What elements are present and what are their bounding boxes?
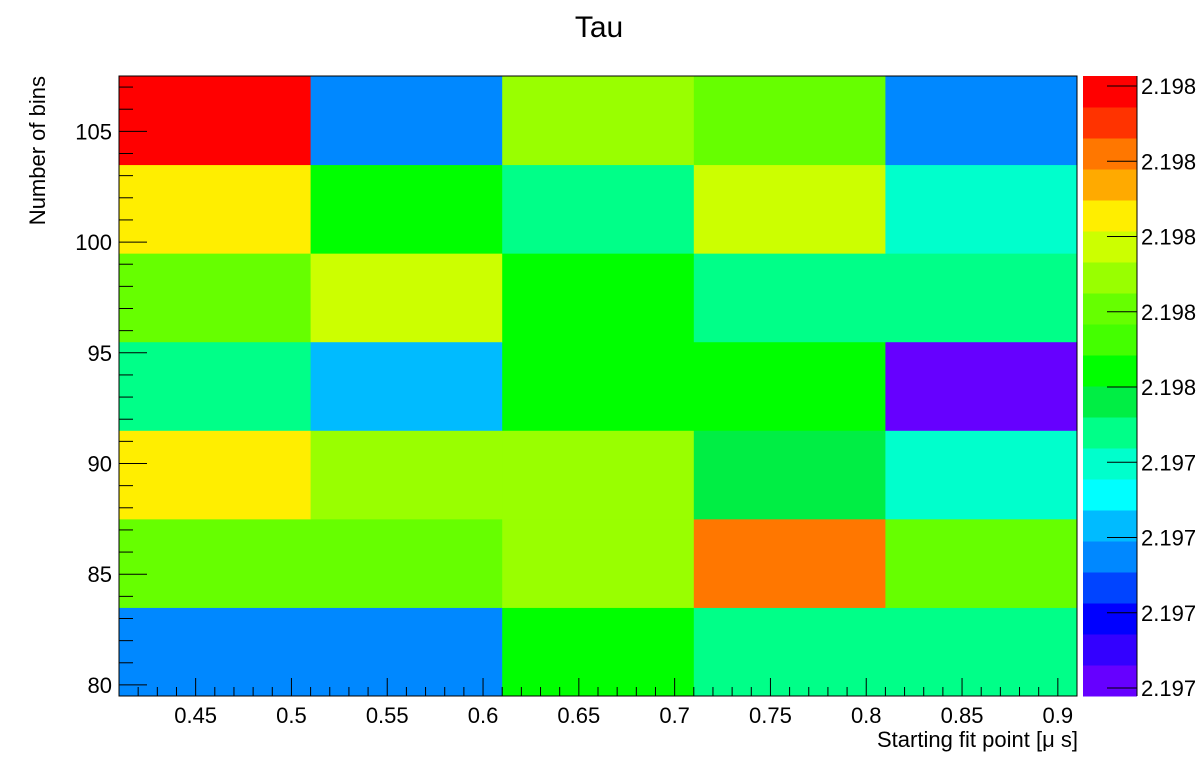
palette-swatch [1083, 603, 1137, 635]
y-axis-label: Number of bins [25, 76, 50, 225]
heatmap-cell [502, 76, 695, 166]
heatmap-cell [119, 164, 312, 254]
palette-label: 2.197 [1141, 676, 1196, 701]
x-tick-label: 0.65 [557, 703, 600, 728]
y-axis-ticks: 80 85 90 95 100 105 [75, 86, 147, 698]
x-tick-label: 0.7 [659, 703, 690, 728]
x-tick-label: 0.9 [1043, 703, 1074, 728]
palette-swatch [1083, 355, 1137, 387]
heatmap-cell [310, 76, 503, 166]
heatmap-cell [693, 341, 886, 431]
heatmap-cell [310, 341, 503, 431]
x-tick-label: 0.85 [941, 703, 984, 728]
y-tick-label: 95 [88, 341, 112, 366]
heatmap-cell [310, 164, 503, 254]
heatmap-cell [502, 430, 695, 520]
heatmap-cell [693, 76, 886, 166]
palette-swatch [1083, 107, 1137, 139]
palette-label: 2.198 [1141, 225, 1196, 250]
palette-swatch [1083, 200, 1137, 232]
palette-swatch [1083, 417, 1137, 449]
heatmap-cell [310, 607, 503, 697]
heatmap-cell [119, 253, 312, 343]
palette-swatch [1083, 510, 1137, 542]
palette-swatch [1083, 76, 1137, 108]
heatmap-cell [693, 164, 886, 254]
heatmap-cell [693, 518, 886, 608]
heatmap-cell [693, 607, 886, 697]
y-tick-label: 105 [75, 119, 112, 144]
palette-label: 2.198 [1141, 74, 1196, 99]
palette-swatch [1083, 169, 1137, 201]
heatmap-cell [502, 164, 695, 254]
heatmap-cell [119, 430, 312, 520]
heatmap-cell [502, 607, 695, 697]
heatmap-cell [885, 164, 1078, 254]
palette-swatch [1083, 479, 1137, 511]
heatmap-cell [885, 76, 1078, 166]
y-tick-label: 85 [88, 562, 112, 587]
palette-label: 2.197 [1141, 526, 1196, 551]
heatmap-cell [502, 253, 695, 343]
palette-swatch [1083, 634, 1137, 666]
palette-swatch [1083, 293, 1137, 325]
heatmap-cell [502, 341, 695, 431]
x-axis-ticks: 0.45 0.5 0.55 0.6 0.65 0.7 0.75 0.8 0.85 0.9 [118, 678, 1078, 728]
palette-label: 2.197 [1141, 601, 1196, 626]
heatmap-cell [502, 518, 695, 608]
palette-label: 2.197 [1141, 450, 1196, 475]
heatmap-cell [885, 430, 1078, 520]
x-tick-label: 0.55 [366, 703, 409, 728]
y-tick-label: 80 [88, 673, 112, 698]
heatmap-cells [119, 76, 1078, 697]
heatmap-cell [119, 341, 312, 431]
heatmap-cell [885, 253, 1078, 343]
heatmap-cell [885, 607, 1078, 697]
palette-swatch [1083, 448, 1137, 480]
palette-swatch [1083, 572, 1137, 604]
y-tick-label: 90 [88, 452, 112, 477]
chart-title: Tau [575, 11, 623, 44]
color-palette: 2.197 2.197 2.197 2.197 2.198 2.198 2.198 2.198… [1083, 74, 1196, 701]
palette-swatch [1083, 665, 1137, 697]
x-tick-label: 0.6 [468, 703, 499, 728]
heatmap-cell [885, 341, 1078, 431]
x-axis-label: Starting fit point [μ s] [877, 727, 1078, 752]
heatmap-cell [119, 518, 312, 608]
x-tick-label: 0.8 [851, 703, 882, 728]
heatmap-cell [119, 76, 312, 166]
x-tick-label: 0.75 [749, 703, 792, 728]
x-tick-label: 0.45 [174, 703, 217, 728]
palette-swatch [1083, 386, 1137, 418]
heatmap-cell [885, 518, 1078, 608]
palette-swatch [1083, 231, 1137, 263]
heatmap-cell [119, 607, 312, 697]
heatmap-cell [310, 253, 503, 343]
heatmap-cell [310, 518, 503, 608]
palette-swatch [1083, 324, 1137, 356]
palette-swatch [1083, 262, 1137, 294]
y-tick-label: 100 [75, 230, 112, 255]
heatmap-cell [693, 430, 886, 520]
palette-label: 2.198 [1141, 300, 1196, 325]
palette-swatch [1083, 138, 1137, 170]
heatmap-cell [310, 430, 503, 520]
palette-swatch [1083, 541, 1137, 573]
palette-label: 2.198 [1141, 149, 1196, 174]
x-tick-label: 0.5 [276, 703, 307, 728]
heatmap-cell [693, 253, 886, 343]
palette-label: 2.198 [1141, 375, 1196, 400]
